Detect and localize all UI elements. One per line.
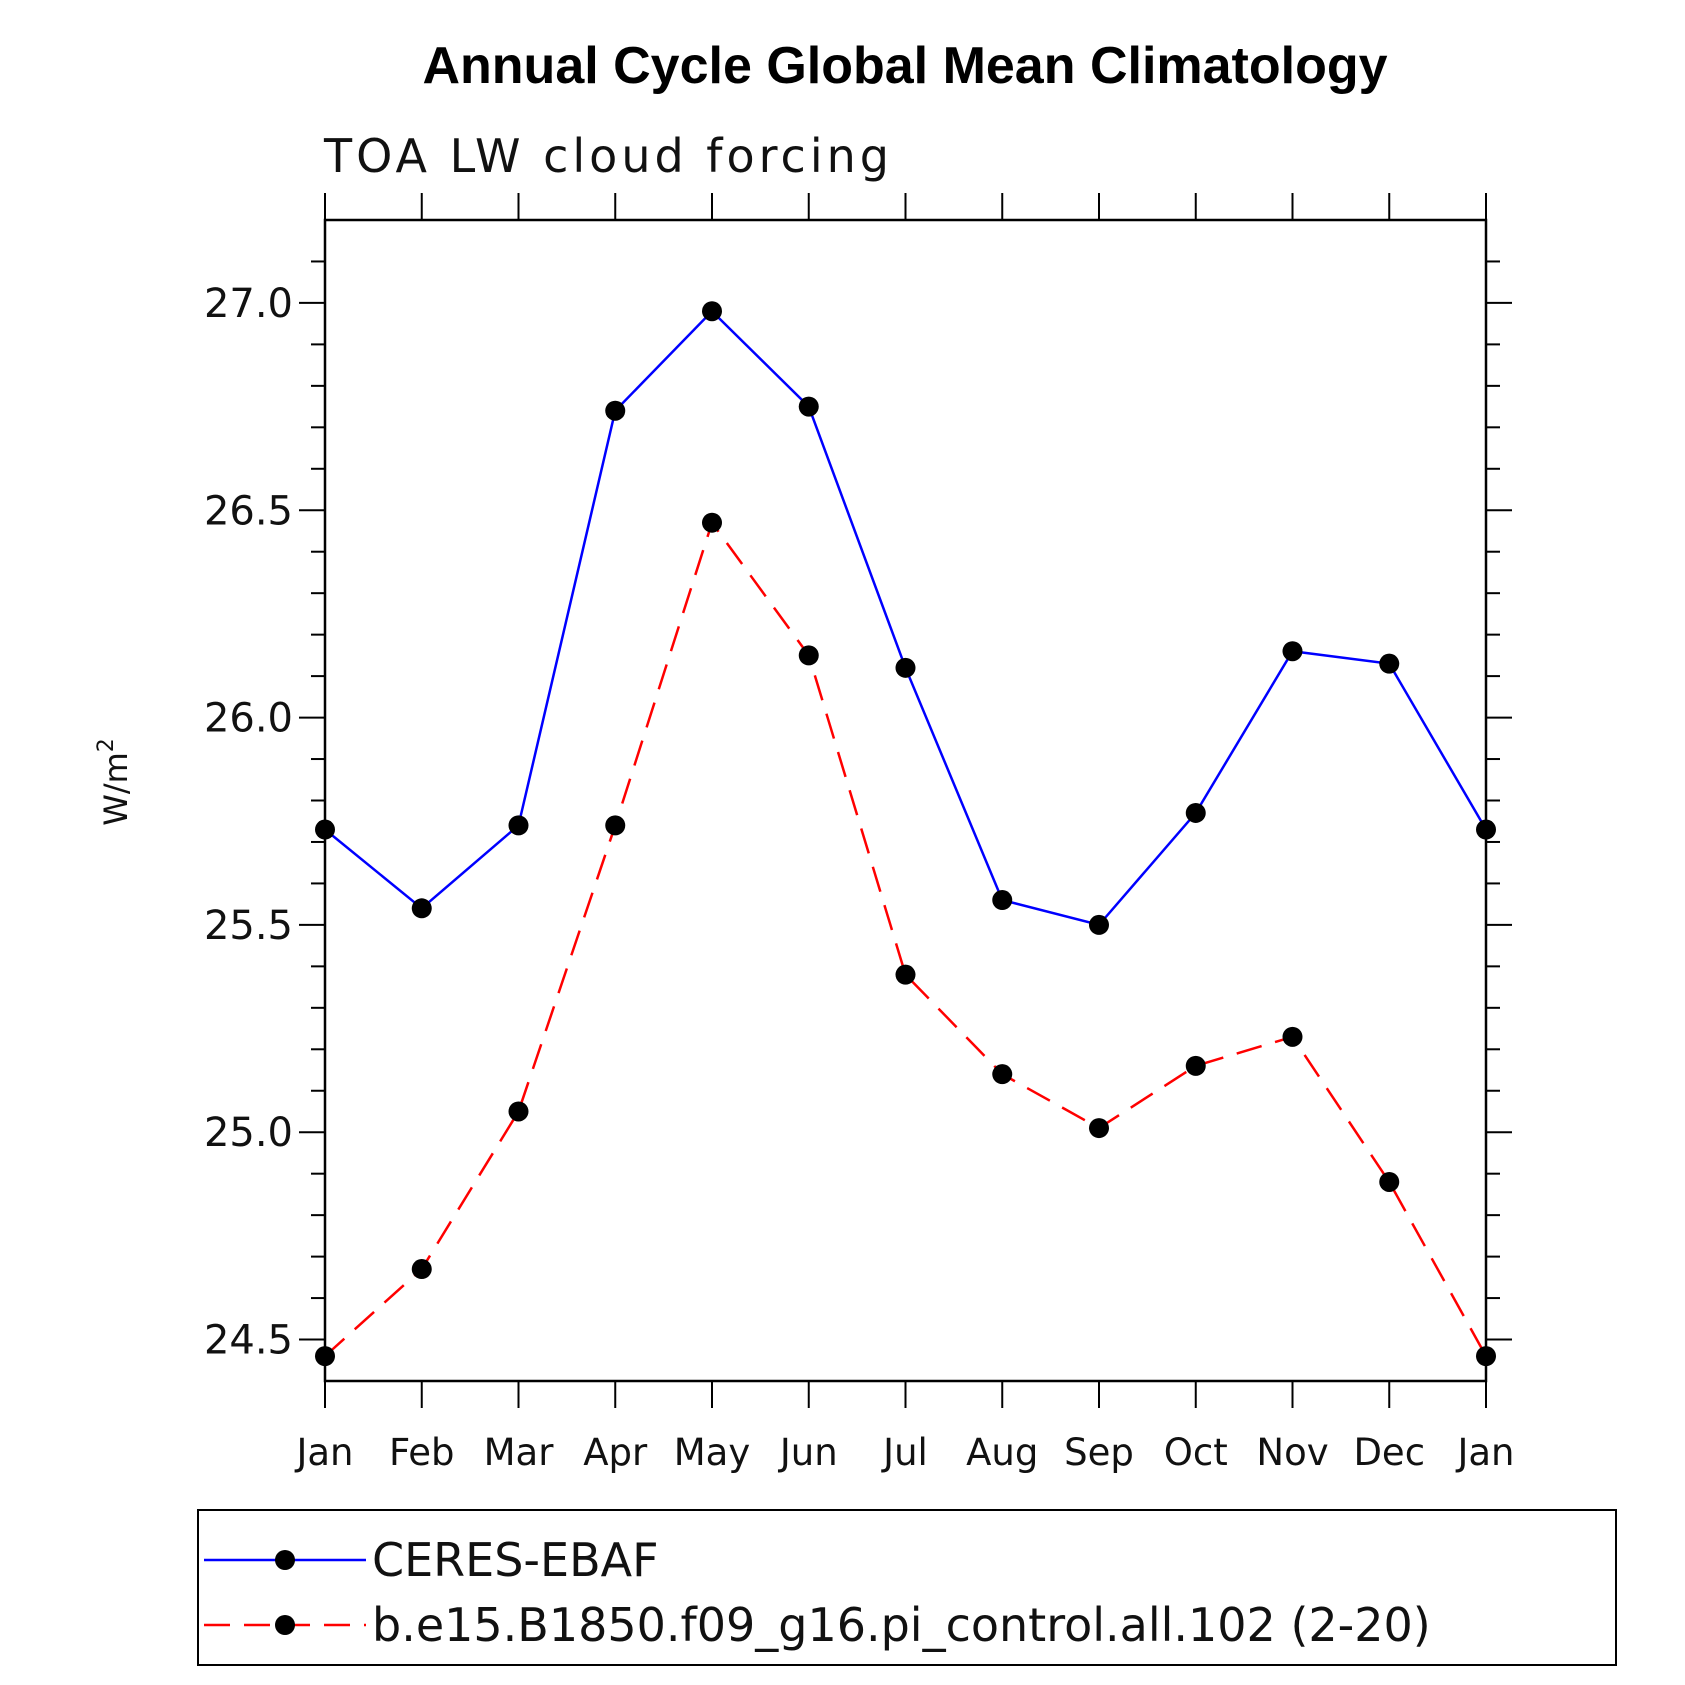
data-point [411,898,432,919]
data-point [1282,1026,1303,1047]
data-point [1282,641,1303,662]
plot-frame [323,218,1488,1383]
data-point [895,657,916,678]
data-point [1476,1346,1496,1367]
x-tick-label: Apr [583,1431,648,1474]
data-point [798,396,819,417]
data-point [1379,1171,1400,1192]
legend-label: CERES-EBAF [372,1533,659,1587]
legend: CERES-EBAF b.e15.B1850.f09_g16.pi_control… [197,1509,1617,1666]
data-point [895,964,916,985]
x-tick-label: Dec [1353,1431,1425,1474]
series-layer [315,301,1496,1367]
axes: 24.5 25.0 25.5 26.0 26.5 27.0 Jan Feb Mar Apr May J… [204,193,1515,1474]
x-tick-label: May [674,1431,751,1474]
legend-label: b.e15.B1850.f09_g16.pi_control.all.102 (… [372,1598,1431,1652]
data-point [605,400,626,421]
data-point [411,1259,432,1280]
data-point [1185,802,1206,823]
series-line-1 [324,309,1488,927]
x-tick-label: Feb [389,1431,455,1474]
x-tick-label: Jun [778,1431,838,1474]
data-point [702,301,722,322]
y-tick-label: 24.5 [204,1318,293,1364]
y-tick-label: 25.0 [204,1110,293,1156]
data-point [1476,819,1496,840]
x-tick-label: Oct [1164,1431,1228,1474]
data-point [1089,1118,1109,1139]
legend-box [197,1509,1617,1666]
x-tick-label: Aug [966,1431,1038,1474]
data-point [605,815,626,836]
y-tick-label: 26.5 [204,488,293,534]
chart-title: Annual Cycle Global Mean Climatology [422,37,1387,95]
y-axis-label: W/m2 [94,738,135,826]
x-tick-label: Sep [1064,1431,1134,1474]
x-tick-label: Mar [484,1431,555,1474]
x-tick-label: Jul [881,1431,928,1474]
x-tick-label: Jan [294,1431,353,1474]
data-point [315,819,335,840]
chart-subtitle: TOA LW cloud forcing [323,129,893,183]
data-point [1379,653,1400,674]
legend-marker [275,1615,295,1635]
data-point [798,645,819,666]
x-tick-label: Jan [1455,1431,1514,1474]
legend-marker [275,1550,295,1570]
y-tick-label: 25.5 [204,903,293,949]
data-point [508,1101,529,1122]
series-line-2 [324,519,1488,1358]
y-tick-label: 27.0 [204,281,293,327]
data-point [992,890,1013,911]
data-point [702,512,722,533]
data-point [1089,914,1109,935]
y-tick-label: 26.0 [204,696,293,742]
data-point [508,815,529,836]
data-point [315,1346,335,1367]
data-point [1185,1055,1206,1076]
x-tick-label: Nov [1256,1431,1328,1474]
data-point [992,1064,1013,1085]
